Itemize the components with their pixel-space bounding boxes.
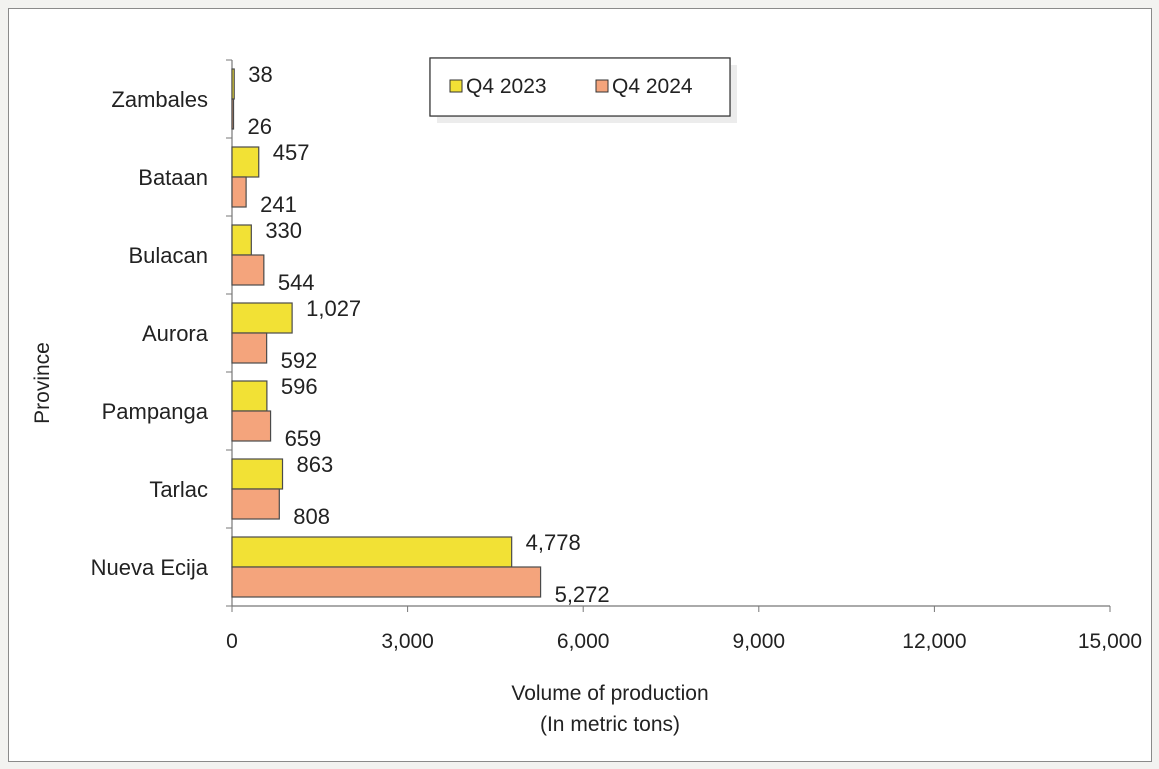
bar-q4-2024: [231, 566, 542, 598]
data-label: 241: [260, 192, 297, 217]
category-label: Bulacan: [128, 243, 208, 268]
x-tick-label: 12,000: [902, 630, 966, 653]
bar-q4-2024: [231, 176, 247, 208]
category-label: Aurora: [142, 321, 209, 346]
bar-q4-2023: [231, 302, 293, 334]
chart-frame: [8, 8, 1152, 762]
x-tick-label: 0: [226, 630, 238, 653]
bar-q4-2023: [231, 68, 235, 100]
bar-q4-2023: [231, 458, 284, 490]
legend-swatch-q4-2024: [595, 79, 609, 93]
x-tick-label: 3,000: [381, 630, 434, 653]
bar-q4-2024: [231, 98, 235, 130]
x-axis-title-line-2: (In metric tons): [540, 713, 680, 736]
bar-q4-2024: [231, 410, 272, 442]
data-label: 5,272: [555, 582, 610, 607]
data-label: 808: [293, 504, 330, 529]
data-label: 26: [248, 114, 272, 139]
bar-q4-2023: [231, 380, 268, 412]
legend-label-q4-2023: Q4 2023: [466, 75, 547, 98]
legend-label-q4-2024: Q4 2024: [612, 75, 693, 98]
data-label: 330: [265, 218, 302, 243]
legend-frame: [429, 57, 731, 117]
data-label: 457: [273, 140, 310, 165]
bar-q4-2024: [231, 332, 268, 364]
legend-swatch-q4-2023: [449, 79, 463, 93]
bar-q4-2024: [231, 488, 280, 520]
x-axis-title-line-1: Volume of production: [511, 682, 708, 705]
category-label: Nueva Ecija: [91, 555, 209, 580]
legend: Q4 2023 Q4 2024: [429, 57, 737, 123]
x-tick-label: 9,000: [733, 630, 786, 653]
data-label: 38: [248, 62, 272, 87]
bar-q4-2023: [231, 536, 513, 568]
data-label: 592: [281, 348, 318, 373]
data-label: 544: [278, 270, 315, 295]
x-tick-label: 15,000: [1078, 630, 1142, 653]
bar-q4-2023: [231, 146, 260, 178]
y-axis-title: Province: [31, 342, 54, 424]
category-label: Bataan: [138, 165, 208, 190]
data-label: 4,778: [526, 530, 581, 555]
data-label: 1,027: [306, 296, 361, 321]
data-label: 863: [297, 452, 334, 477]
bars: [231, 68, 542, 598]
data-label: 659: [285, 426, 322, 451]
bar-q4-2023: [231, 224, 252, 256]
bar-q4-2024: [231, 254, 265, 286]
x-tick-label: 6,000: [557, 630, 610, 653]
category-label: Pampanga: [102, 399, 209, 424]
category-label: Zambales: [111, 87, 208, 112]
category-label: Tarlac: [149, 477, 208, 502]
data-label: 596: [281, 374, 318, 399]
